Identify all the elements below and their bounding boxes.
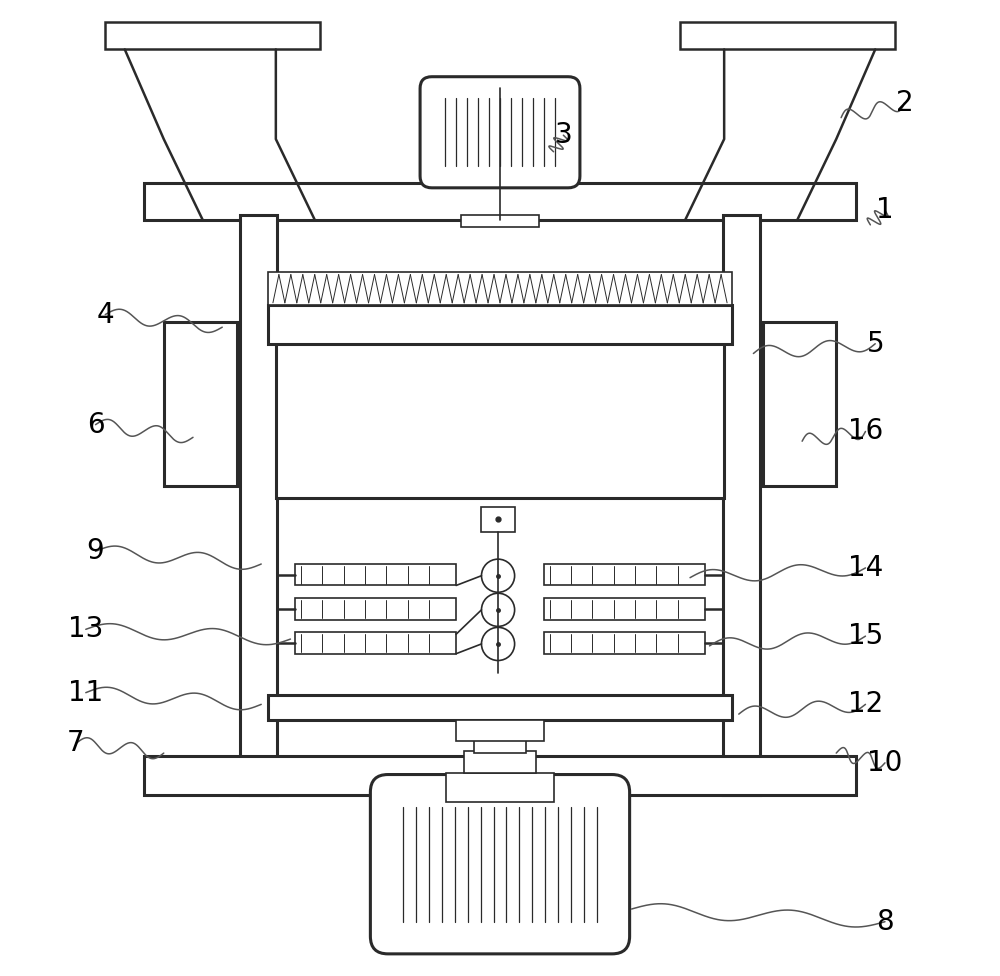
Bar bbox=[276, 439, 724, 498]
Text: 4: 4 bbox=[96, 301, 114, 329]
Bar bbox=[105, 22, 320, 50]
Bar bbox=[461, 215, 539, 226]
Text: 8: 8 bbox=[876, 908, 894, 936]
Text: 12: 12 bbox=[848, 690, 883, 718]
Bar bbox=[164, 322, 237, 486]
Bar bbox=[474, 740, 526, 753]
Bar bbox=[544, 564, 705, 586]
Bar bbox=[680, 22, 895, 50]
Bar bbox=[268, 305, 732, 344]
Bar bbox=[268, 271, 732, 305]
Bar bbox=[464, 752, 536, 773]
FancyBboxPatch shape bbox=[420, 77, 580, 187]
Bar bbox=[295, 598, 456, 620]
Bar bbox=[456, 720, 544, 742]
Bar bbox=[144, 756, 856, 795]
Bar bbox=[544, 598, 705, 620]
Bar bbox=[295, 564, 456, 586]
Bar bbox=[723, 215, 760, 795]
Bar bbox=[240, 215, 277, 795]
Text: 6: 6 bbox=[87, 411, 104, 438]
Text: 15: 15 bbox=[848, 622, 883, 650]
Text: 13: 13 bbox=[68, 615, 103, 643]
Bar bbox=[544, 632, 705, 654]
Text: 16: 16 bbox=[848, 418, 883, 445]
Text: 7: 7 bbox=[67, 729, 85, 757]
Bar bbox=[276, 381, 724, 439]
Text: 1: 1 bbox=[876, 196, 894, 224]
Text: 11: 11 bbox=[68, 678, 103, 707]
Text: 3: 3 bbox=[554, 121, 572, 149]
Bar bbox=[295, 632, 456, 654]
Text: 2: 2 bbox=[896, 89, 913, 117]
Bar bbox=[446, 773, 554, 802]
Bar bbox=[276, 322, 724, 498]
Text: 9: 9 bbox=[87, 538, 104, 565]
Bar bbox=[268, 695, 732, 720]
Bar bbox=[481, 508, 515, 532]
Bar bbox=[144, 183, 856, 220]
FancyBboxPatch shape bbox=[370, 775, 630, 954]
Text: 14: 14 bbox=[848, 554, 883, 582]
Text: 10: 10 bbox=[867, 749, 903, 777]
Text: 5: 5 bbox=[866, 330, 884, 358]
Bar bbox=[763, 322, 836, 486]
